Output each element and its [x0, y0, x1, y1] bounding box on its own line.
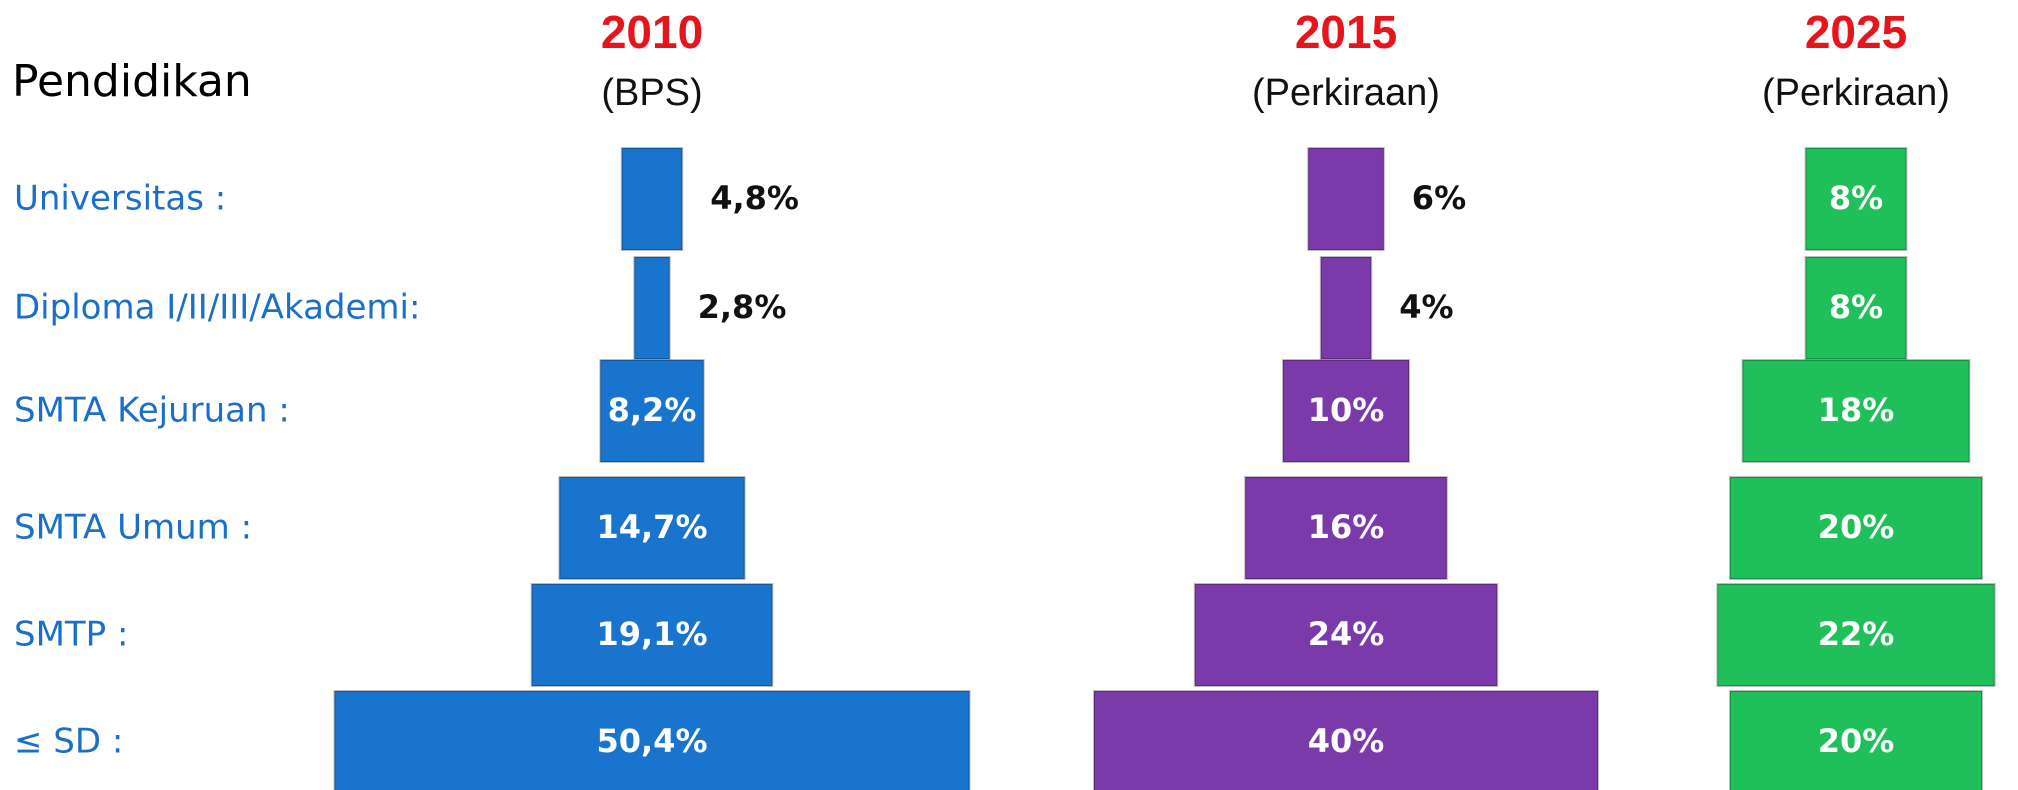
- heading: Pendidikan: [12, 56, 252, 107]
- bar: [1282, 359, 1410, 463]
- category-label: Diploma I/II/III/Akademi:: [14, 288, 420, 328]
- bar: [1729, 476, 1983, 580]
- year-title: 2010: [601, 6, 703, 58]
- value-label: 4,8%: [710, 179, 799, 217]
- year-title: 2025: [1805, 6, 1907, 58]
- value-label: 40%: [1308, 722, 1385, 760]
- year-subtitle: (BPS): [601, 72, 702, 114]
- bar: [1804, 147, 1908, 251]
- bar: [530, 583, 774, 687]
- bar: [1093, 690, 1599, 790]
- category-label: ≤ SD :: [14, 722, 123, 762]
- bar: [599, 359, 705, 463]
- category-label: SMTP :: [14, 615, 128, 655]
- bar: [1716, 583, 1996, 687]
- bar: [1741, 359, 1971, 463]
- value-label: 8%: [1829, 179, 1883, 217]
- bar: [1307, 147, 1385, 251]
- bar: [333, 690, 971, 790]
- value-label: 16%: [1308, 508, 1385, 546]
- category-label: SMTA Kejuruan :: [14, 391, 290, 431]
- bar: [620, 147, 684, 251]
- value-label: 20%: [1818, 722, 1895, 760]
- bar: [1729, 690, 1983, 790]
- value-label: 2,8%: [698, 288, 787, 326]
- value-label: 50,4%: [596, 722, 707, 760]
- category-label: Universitas :: [14, 179, 226, 219]
- value-label: 6%: [1412, 179, 1466, 217]
- bar: [1244, 476, 1448, 580]
- value-label: 4%: [1399, 288, 1453, 326]
- value-label: 18%: [1818, 391, 1895, 429]
- bar: [1193, 583, 1499, 687]
- bar: [1319, 256, 1373, 360]
- value-label: 20%: [1818, 508, 1895, 546]
- value-label: 8%: [1829, 288, 1883, 326]
- value-label: 10%: [1308, 391, 1385, 429]
- bar: [1804, 256, 1908, 360]
- category-label: SMTA Umum :: [14, 508, 252, 548]
- year-subtitle: (Perkiraan): [1762, 72, 1950, 114]
- value-label: 24%: [1308, 615, 1385, 653]
- value-label: 14,7%: [596, 508, 707, 546]
- year-title: 2015: [1295, 6, 1397, 58]
- year-subtitle: (Perkiraan): [1252, 72, 1440, 114]
- value-label: 19,1%: [596, 615, 707, 653]
- value-label: 8,2%: [608, 391, 697, 429]
- bar: [633, 256, 671, 360]
- bar: [558, 476, 746, 580]
- value-label: 22%: [1818, 615, 1895, 653]
